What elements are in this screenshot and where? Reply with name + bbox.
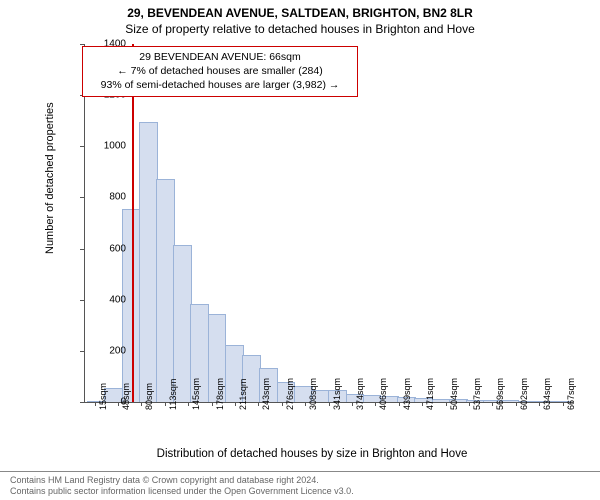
x-tick-mark xyxy=(492,402,493,406)
y-tick-mark xyxy=(80,197,84,198)
x-tick-mark xyxy=(329,402,330,406)
plot-area xyxy=(84,44,573,403)
x-tick-label: 80sqm xyxy=(144,383,160,410)
footer: Contains HM Land Registry data © Crown c… xyxy=(0,471,600,498)
x-tick-label: 537sqm xyxy=(472,378,488,410)
chart-container: 29, BEVENDEAN AVENUE, SALTDEAN, BRIGHTON… xyxy=(0,0,600,500)
x-tick-label: 15sqm xyxy=(98,383,114,410)
y-tick-mark xyxy=(80,300,84,301)
x-tick-label: 113sqm xyxy=(168,379,184,410)
x-tick-mark xyxy=(118,402,119,406)
y-tick-label: 400 xyxy=(86,294,126,305)
x-tick-mark xyxy=(422,402,423,406)
x-tick-label: 145sqm xyxy=(191,378,207,410)
x-tick-label: 276sqm xyxy=(285,378,301,410)
y-tick-mark xyxy=(80,351,84,352)
title-line-1: 29, BEVENDEAN AVENUE, SALTDEAN, BRIGHTON… xyxy=(0,0,600,20)
annotation-line-2: ← 7% of detached houses are smaller (284… xyxy=(89,64,351,78)
x-tick-mark xyxy=(305,402,306,406)
x-tick-mark xyxy=(95,402,96,406)
x-tick-label: 211sqm xyxy=(238,379,254,410)
annotation-line-3: 93% of semi-detached houses are larger (… xyxy=(89,78,351,92)
x-tick-mark xyxy=(165,402,166,406)
x-tick-mark xyxy=(188,402,189,406)
chart-area: Number of detached properties 0200400600… xyxy=(44,44,580,422)
x-tick-mark xyxy=(375,402,376,406)
y-tick-label: 1000 xyxy=(86,141,126,152)
x-tick-label: 374sqm xyxy=(355,378,371,410)
x-tick-label: 634sqm xyxy=(542,378,558,410)
x-tick-mark xyxy=(563,402,564,406)
y-tick-mark xyxy=(80,44,84,45)
x-tick-mark xyxy=(352,402,353,406)
x-tick-label: 504sqm xyxy=(449,378,465,410)
x-tick-label: 602sqm xyxy=(519,378,535,410)
x-tick-mark xyxy=(539,402,540,406)
y-tick-mark xyxy=(80,249,84,250)
histogram-bar xyxy=(122,209,141,402)
x-tick-mark xyxy=(258,402,259,406)
x-tick-label: 48sqm xyxy=(121,383,137,410)
y-tick-mark xyxy=(80,146,84,147)
annotation-line-1: 29 BEVENDEAN AVENUE: 66sqm xyxy=(89,50,351,64)
x-tick-mark xyxy=(516,402,517,406)
x-tick-mark xyxy=(235,402,236,406)
y-axis-label: Number of detached properties xyxy=(44,102,56,254)
y-tick-label: 800 xyxy=(86,192,126,203)
x-tick-label: 439sqm xyxy=(402,378,418,410)
title-line-2: Size of property relative to detached ho… xyxy=(0,20,600,36)
histogram-bar xyxy=(156,179,175,402)
x-tick-mark xyxy=(212,402,213,406)
x-tick-label: 569sqm xyxy=(495,378,511,410)
x-tick-label: 308sqm xyxy=(308,378,324,410)
annotation-box: 29 BEVENDEAN AVENUE: 66sqm ← 7% of detac… xyxy=(82,46,358,97)
x-axis-label: Distribution of detached houses by size … xyxy=(44,448,580,460)
reference-line xyxy=(132,44,134,402)
x-tick-label: 341sqm xyxy=(332,378,348,410)
x-tick-mark xyxy=(399,402,400,406)
y-tick-mark xyxy=(80,402,84,403)
footer-line-1: Contains HM Land Registry data © Crown c… xyxy=(10,475,590,487)
histogram-bar xyxy=(139,122,158,402)
x-tick-mark xyxy=(469,402,470,406)
x-tick-label: 243sqm xyxy=(261,378,277,410)
x-tick-label: 178sqm xyxy=(215,378,231,410)
x-tick-mark xyxy=(141,402,142,406)
y-tick-label: 600 xyxy=(86,243,126,254)
x-tick-mark xyxy=(282,402,283,406)
x-tick-label: 471sqm xyxy=(425,378,441,410)
x-tick-label: 406sqm xyxy=(378,378,394,410)
x-tick-mark xyxy=(446,402,447,406)
x-tick-label: 667sqm xyxy=(566,378,582,410)
y-tick-label: 200 xyxy=(86,345,126,356)
footer-line-2: Contains public sector information licen… xyxy=(10,486,590,498)
